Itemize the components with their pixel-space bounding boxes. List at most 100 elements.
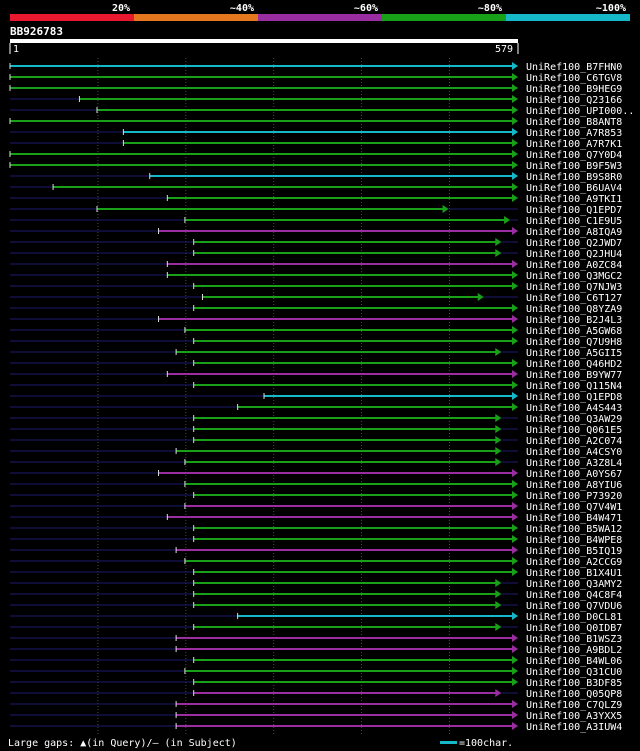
hit-row[interactable]: UniRef100_Q3AMY2 [10, 579, 622, 590]
hit-row[interactable]: UniRef100_A0ZC84 [10, 260, 622, 271]
hit-row[interactable]: UniRef100_B2J4L3 [10, 315, 622, 326]
hit-row[interactable]: UniRef100_B1X4U1 [10, 568, 622, 579]
hit-label[interactable]: UniRef100_B4WL06 [526, 656, 622, 667]
hit-label[interactable]: UniRef100_C6TGV8 [526, 73, 622, 84]
hit-label[interactable]: UniRef100_A2CCG9 [526, 557, 622, 568]
hit-row[interactable]: UniRef100_Q7NJW3 [10, 282, 622, 293]
hit-label[interactable]: UniRef100_C7QLZ9 [526, 700, 622, 711]
hit-row[interactable]: UniRef100_Q2JHU4 [10, 249, 622, 260]
hit-label[interactable]: UniRef100_B4W471 [526, 513, 622, 524]
hit-row[interactable]: UniRef100_Q4C8F4 [10, 590, 622, 601]
hit-row[interactable]: UniRef100_D0CL81 [10, 612, 622, 623]
hit-row[interactable]: UniRef100_Q46HD2 [10, 359, 622, 370]
hit-label[interactable]: UniRef100_A4S443 [526, 403, 622, 414]
hit-label[interactable]: UniRef100_A3IUW4 [526, 722, 622, 733]
hit-label[interactable]: UniRef100_A7R7K1 [526, 139, 622, 150]
hit-label[interactable]: UniRef100_B5WA12 [526, 524, 622, 535]
hit-label[interactable]: UniRef100_Q7U9H8 [526, 337, 622, 348]
hit-row[interactable]: UniRef100_B4WPE8 [10, 535, 622, 546]
hit-label[interactable]: UniRef100_Q1EPD7 [526, 205, 622, 216]
hit-label[interactable]: UniRef100_Q7V4W1 [526, 502, 622, 513]
hit-label[interactable]: UniRef100_A8IQA9 [526, 227, 622, 238]
hit-row[interactable]: UniRef100_A3Z8L4 [10, 458, 622, 469]
hit-row[interactable]: UniRef100_A4S443 [10, 403, 622, 414]
hit-row[interactable]: UniRef100_Q1EPD8 [10, 392, 622, 403]
hit-row[interactable]: UniRef100_C1E9U5 [10, 216, 622, 227]
hit-label[interactable]: UniRef100_B6UAV4 [526, 183, 622, 194]
hit-label[interactable]: UniRef100_Q7NJW3 [526, 282, 622, 293]
hit-row[interactable]: UniRef100_A2C074 [10, 436, 622, 447]
hit-label[interactable]: UniRef100_Q4C8F4 [526, 590, 622, 601]
hit-row[interactable]: UniRef100_C7QLZ9 [10, 700, 622, 711]
hit-label[interactable]: UniRef100_Q061E5 [526, 425, 622, 436]
hit-label[interactable]: UniRef100_A3Z8L4 [526, 458, 622, 469]
hit-label[interactable]: UniRef100_A9TKI1 [526, 194, 622, 205]
hit-label[interactable]: UniRef100_B9F5W3 [526, 161, 622, 172]
hit-row[interactable]: UniRef100_C6TGV8 [9, 73, 622, 84]
hit-label[interactable]: UniRef100_B7FHN0 [526, 62, 622, 73]
hit-row[interactable]: UniRef100_A8IQA9 [10, 227, 622, 238]
hit-label[interactable]: UniRef100_B9S8R0 [526, 172, 622, 183]
hit-row[interactable]: UniRef100_Q1EPD7 [10, 205, 622, 216]
hit-row[interactable]: UniRef100_Q3AW29 [10, 414, 622, 425]
hit-label[interactable]: UniRef100_UPI000.. [526, 106, 634, 117]
hit-label[interactable]: UniRef100_P73920 [526, 491, 622, 502]
hit-label[interactable]: UniRef100_Q2JWD7 [526, 238, 622, 249]
hit-label[interactable]: UniRef100_Q31CU0 [526, 667, 622, 678]
hit-label[interactable]: UniRef100_Q3AMY2 [526, 579, 622, 590]
hit-label[interactable]: UniRef100_A8YIU6 [526, 480, 622, 491]
hit-label[interactable]: UniRef100_A3YXX5 [526, 711, 622, 722]
hit-row[interactable]: UniRef100_A8YIU6 [10, 480, 622, 491]
hit-label[interactable]: UniRef100_Q8YZA9 [526, 304, 622, 315]
hit-row[interactable]: UniRef100_A0YS67 [10, 469, 622, 480]
hit-label[interactable]: UniRef100_Q23166 [526, 95, 622, 106]
hit-label[interactable]: UniRef100_C6T127 [526, 293, 622, 304]
hit-row[interactable]: UniRef100_B5IQ19 [10, 546, 622, 557]
hit-label[interactable]: UniRef100_Q0IDB7 [526, 623, 622, 634]
hit-label[interactable]: UniRef100_B9HEG9 [526, 84, 622, 95]
hit-row[interactable]: UniRef100_B1WSZ3 [10, 634, 622, 645]
hit-label[interactable]: UniRef100_Q3AW29 [526, 414, 622, 425]
hit-label[interactable]: UniRef100_B1X4U1 [526, 568, 622, 579]
hit-label[interactable]: UniRef100_Q115N4 [526, 381, 622, 392]
hit-row[interactable]: UniRef100_Q061E5 [10, 425, 622, 436]
hit-row[interactable]: UniRef100_B3DF85 [10, 678, 622, 689]
hit-row[interactable]: UniRef100_B7FHN0 [9, 62, 622, 73]
hit-row[interactable]: UniRef100_A5GII5 [10, 348, 622, 359]
hit-label[interactable]: UniRef100_Q05QP8 [526, 689, 622, 700]
hit-row[interactable]: UniRef100_Q7Y0D4 [9, 150, 622, 161]
hit-label[interactable]: UniRef100_Q2JHU4 [526, 249, 622, 260]
hit-label[interactable]: UniRef100_C1E9U5 [526, 216, 622, 227]
hit-label[interactable]: UniRef100_A0YS67 [526, 469, 622, 480]
hit-label[interactable]: UniRef100_B9YW77 [526, 370, 622, 381]
hit-row[interactable]: UniRef100_A5GW68 [10, 326, 622, 337]
hit-label[interactable]: UniRef100_Q1EPD8 [526, 392, 622, 403]
hit-label[interactable]: UniRef100_Q3MGC2 [526, 271, 622, 282]
hit-row[interactable]: UniRef100_B9HEG9 [9, 84, 622, 95]
hit-row[interactable]: UniRef100_Q05QP8 [10, 689, 622, 700]
hit-row[interactable]: UniRef100_A4CSY0 [10, 447, 622, 458]
hit-row[interactable]: UniRef100_Q7U9H8 [10, 337, 622, 348]
hit-row[interactable]: UniRef100_B4W471 [10, 513, 622, 524]
hit-label[interactable]: UniRef100_Q7VDU6 [526, 601, 622, 612]
hit-label[interactable]: UniRef100_A0ZC84 [526, 260, 622, 271]
hit-row[interactable]: UniRef100_Q8YZA9 [10, 304, 622, 315]
hit-row[interactable]: UniRef100_C6T127 [10, 293, 622, 304]
hit-row[interactable]: UniRef100_B8ANT8 [9, 117, 622, 128]
hit-row[interactable]: UniRef100_A3IUW4 [10, 722, 622, 733]
hit-row[interactable]: UniRef100_A7R7K1 [10, 139, 622, 150]
hit-label[interactable]: UniRef100_A2C074 [526, 436, 622, 447]
hit-row[interactable]: UniRef100_B9S8R0 [10, 172, 622, 183]
hit-row[interactable]: UniRef100_Q2JWD7 [10, 238, 622, 249]
hit-row[interactable]: UniRef100_A2CCG9 [10, 557, 622, 568]
hit-row[interactable]: UniRef100_A7R853 [10, 128, 622, 139]
hit-label[interactable]: UniRef100_A4CSY0 [526, 447, 622, 458]
hit-row[interactable]: UniRef100_A9BDL2 [10, 645, 622, 656]
hit-row[interactable]: UniRef100_Q115N4 [10, 381, 622, 392]
hit-row[interactable]: UniRef100_Q23166 [10, 95, 622, 106]
hit-label[interactable]: UniRef100_Q46HD2 [526, 359, 622, 370]
hit-label[interactable]: UniRef100_A7R853 [526, 128, 622, 139]
hit-label[interactable]: UniRef100_B3DF85 [526, 678, 622, 689]
hit-label[interactable]: UniRef100_A5GW68 [526, 326, 622, 337]
hit-row[interactable]: UniRef100_Q31CU0 [10, 667, 622, 678]
